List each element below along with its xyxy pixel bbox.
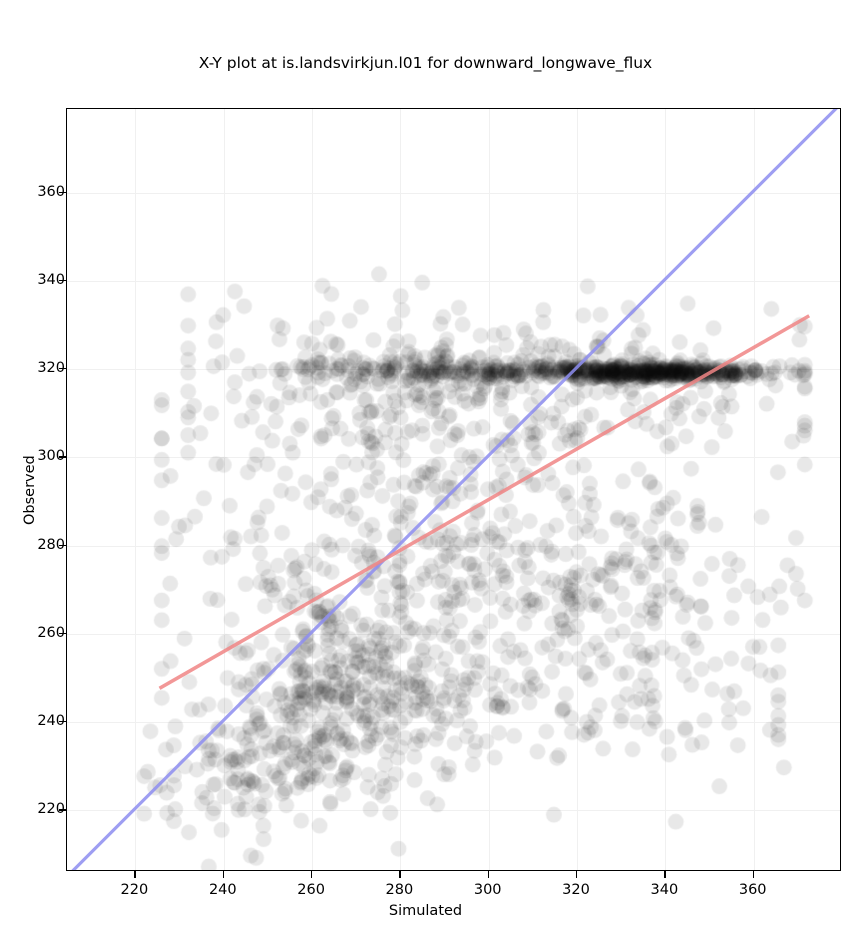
x-tick-mark (487, 871, 489, 878)
y-tick-label: 280 (37, 536, 65, 553)
y-tick-mark (59, 721, 66, 723)
x-tick-label: 320 (562, 882, 590, 898)
plot-title-line-1: X-Y plot at is.landsvirkjun.l01 for down… (198, 54, 653, 72)
y-tick-label: 240 (37, 713, 65, 729)
y-tick-mark (59, 544, 66, 546)
x-tick-label: 280 (385, 882, 414, 898)
y-tick-mark (59, 191, 66, 194)
y-tick-mark (59, 456, 66, 458)
y-tick-label: 260 (37, 624, 65, 641)
plot-area (66, 108, 841, 871)
x-tick-label: 260 (297, 882, 325, 898)
x-tick-mark (576, 871, 578, 878)
y-tick-label: 300 (37, 448, 65, 465)
x-axis-label: Simulated (388, 903, 463, 919)
fit-lines (71, 109, 838, 870)
x-tick-label: 340 (650, 882, 679, 898)
y-tick-label: 360 (37, 183, 65, 200)
one-to-one-line (71, 109, 838, 870)
x-tick-label: 220 (120, 882, 149, 898)
x-tick-mark (399, 871, 401, 878)
y-tick-mark (59, 809, 66, 811)
y-tick-mark (59, 368, 66, 370)
x-tick-mark (222, 871, 225, 878)
y-axis-label: Observed (22, 454, 38, 525)
y-tick-mark (59, 632, 66, 635)
x-tick-label: 300 (473, 882, 502, 898)
regression-line (158, 314, 811, 690)
y-tick-label: 340 (37, 272, 65, 288)
x-tick-mark (664, 871, 666, 878)
y-tick-mark (59, 280, 66, 282)
y-tick-label: 220 (37, 801, 65, 818)
x-tick-label: 360 (738, 882, 767, 898)
x-tick-mark (311, 871, 313, 878)
y-tick-label: 320 (37, 360, 65, 377)
x-tick-mark (134, 871, 136, 878)
x-tick-label: 240 (208, 882, 237, 898)
x-tick-mark (752, 871, 754, 878)
